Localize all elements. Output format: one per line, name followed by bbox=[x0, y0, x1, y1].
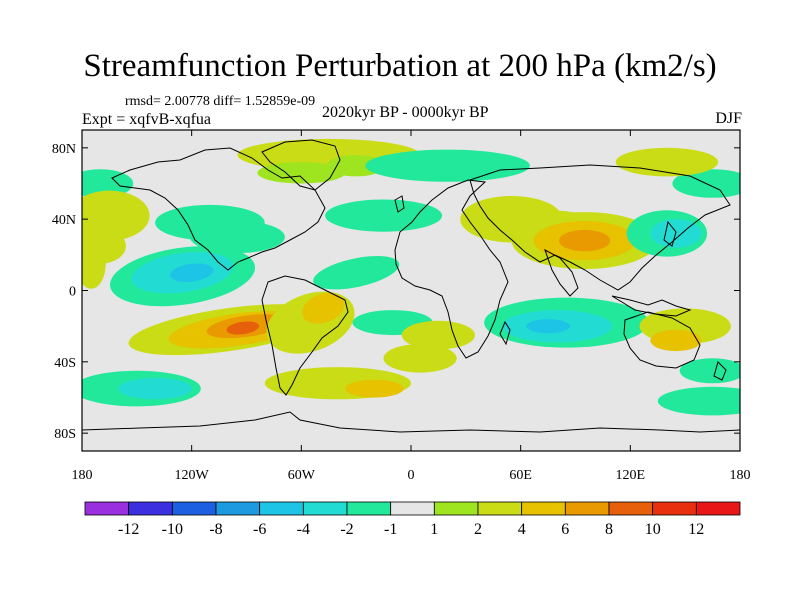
contour-region bbox=[82, 238, 106, 289]
stats-text: rmsd= 2.00778 diff= 1.52859e-09 bbox=[125, 94, 316, 109]
contour-region bbox=[526, 319, 570, 334]
x-tick-label: 120W bbox=[175, 468, 210, 483]
axis-labels: 180 120W 60W 0 60E 120E 180 80N 40N 0 40S 80S bbox=[52, 142, 751, 483]
colorbar-label: -6 bbox=[253, 521, 266, 538]
colorbar-label: -1 bbox=[384, 521, 397, 538]
contour-field bbox=[82, 130, 740, 451]
colorbar-label: -10 bbox=[162, 521, 183, 538]
coastline-north-america bbox=[111, 147, 326, 271]
coastline-new-zealand bbox=[713, 361, 727, 381]
colorbar-swatch bbox=[695, 501, 741, 516]
coastline-south-america bbox=[261, 275, 349, 396]
coastline-uk bbox=[394, 195, 405, 213]
contour-region bbox=[226, 321, 260, 335]
contour-region bbox=[302, 292, 345, 324]
contour-region bbox=[345, 379, 404, 398]
colorbar-label: -8 bbox=[209, 521, 222, 538]
period-label: 2020kyr BP - 0000kyr BP bbox=[322, 104, 489, 121]
colorbar-label: -12 bbox=[118, 521, 139, 538]
colorbar-swatch bbox=[259, 501, 304, 516]
contour-region bbox=[650, 329, 702, 352]
season-label: DJF bbox=[715, 110, 742, 127]
y-tick-label: 40S bbox=[54, 356, 76, 371]
y-tick-label: 40N bbox=[52, 213, 76, 228]
experiment-label: Expt = xqfvB-xqfua bbox=[82, 111, 211, 128]
contour-region bbox=[189, 220, 285, 254]
colorbar-label: 2 bbox=[474, 521, 482, 538]
colorbar-swatch bbox=[433, 501, 479, 516]
x-tick-label: 120E bbox=[616, 468, 646, 483]
coastline-maritime bbox=[611, 295, 692, 317]
colorbar-label: 12 bbox=[688, 521, 704, 538]
coastline-greenland bbox=[261, 139, 341, 191]
coastline-madagascar bbox=[499, 320, 511, 346]
colorbar-swatch bbox=[608, 501, 654, 516]
x-tick-label: 60W bbox=[288, 468, 316, 483]
chart-title: Streamfunction Perturbation at 200 hPa (… bbox=[83, 48, 717, 84]
colorbar-label: 6 bbox=[561, 521, 569, 538]
colorbar-swatch bbox=[84, 501, 130, 516]
axis-ticks bbox=[81, 130, 741, 451]
x-tick-label: 0 bbox=[408, 468, 415, 483]
contour-region bbox=[313, 255, 400, 290]
contour-region bbox=[657, 386, 740, 416]
colorbar-swatch bbox=[477, 501, 523, 516]
contour-region bbox=[679, 358, 740, 384]
contour-region bbox=[118, 377, 192, 400]
x-tick-label: 60E bbox=[509, 468, 532, 483]
colorbar-swatch bbox=[346, 501, 392, 516]
coastline-india bbox=[544, 248, 579, 297]
x-tick-label: 180 bbox=[72, 468, 93, 483]
colorbar-label: 4 bbox=[518, 521, 526, 538]
x-tick-label: 180 bbox=[730, 468, 751, 483]
contour-region bbox=[169, 263, 214, 283]
coastline-europe-africa bbox=[394, 179, 509, 359]
colorbar-label: -4 bbox=[297, 521, 310, 538]
colorbar-swatch bbox=[652, 501, 697, 516]
colorbar-swatch bbox=[390, 501, 435, 516]
y-tick-label: 0 bbox=[69, 285, 76, 300]
contour-region bbox=[257, 162, 346, 184]
colorbar-label: 8 bbox=[605, 521, 613, 538]
y-tick-label: 80S bbox=[54, 427, 76, 442]
contour-region bbox=[82, 169, 134, 198]
colorbar-swatch bbox=[564, 501, 610, 516]
colorbar-swatch bbox=[171, 501, 217, 516]
colorbar-label: -2 bbox=[340, 521, 353, 538]
coastline-asia bbox=[469, 164, 731, 291]
contour-region bbox=[325, 199, 443, 232]
contour-region bbox=[365, 149, 530, 182]
coastline-antarctica bbox=[82, 411, 740, 433]
coastline-australia bbox=[623, 311, 701, 369]
contour-region bbox=[383, 344, 457, 373]
colorbar: -12 -10 -8 -6 -4 -2 -1 1 2 4 6 8 10 12 bbox=[84, 501, 741, 538]
coastlines bbox=[82, 139, 740, 433]
contour-region bbox=[559, 229, 611, 252]
coastline-japan bbox=[663, 220, 677, 247]
colorbar-swatch bbox=[302, 501, 348, 516]
colorbar-label: 1 bbox=[430, 521, 438, 538]
y-tick-label: 80N bbox=[52, 142, 76, 157]
colorbar-swatch bbox=[521, 501, 566, 516]
colorbar-swatch bbox=[128, 501, 173, 516]
colorbar-swatch bbox=[215, 501, 261, 516]
contour-region bbox=[615, 147, 719, 177]
colorbar-label: 10 bbox=[645, 521, 661, 538]
contour-region bbox=[82, 190, 150, 241]
